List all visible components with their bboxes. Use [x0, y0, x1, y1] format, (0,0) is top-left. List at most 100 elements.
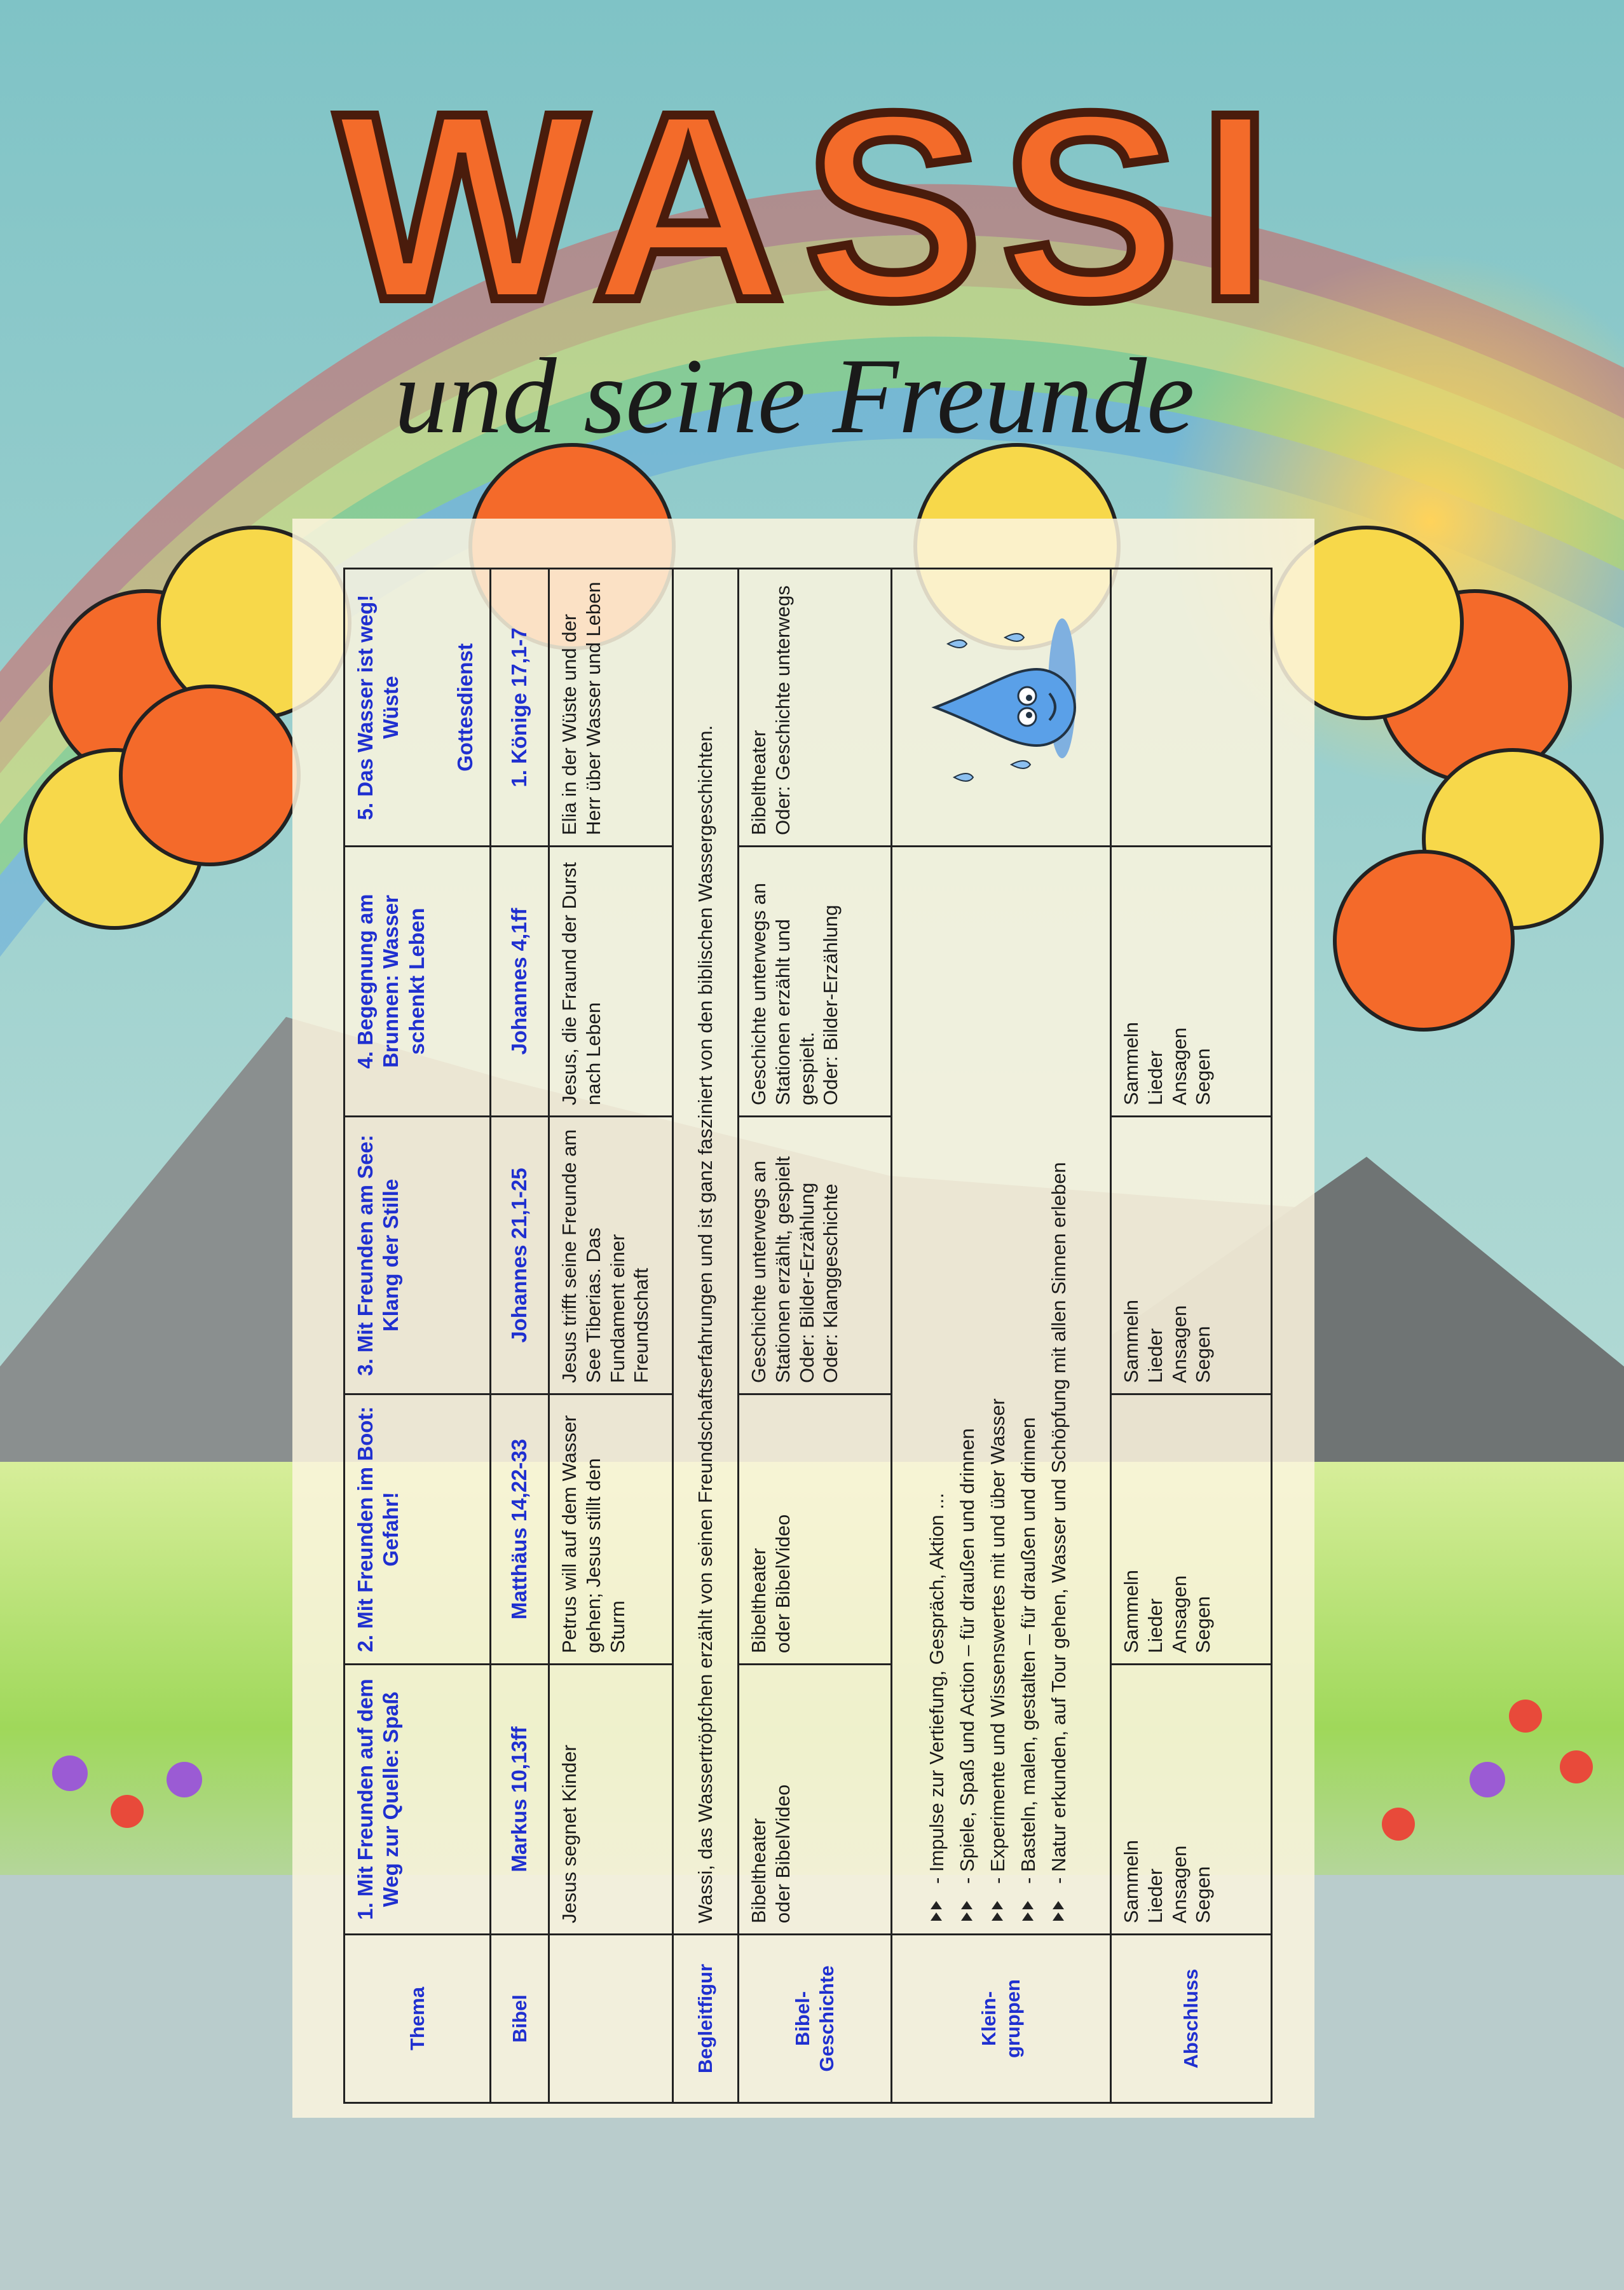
list-text: - Basteln, malen, gestalten – für drauße… [1016, 1417, 1039, 1884]
bible-ref: Johannes 21,1-25 [507, 1168, 531, 1343]
row-label-text: Bibel [508, 1994, 531, 2043]
row-label-text: Abschluss [1180, 1968, 1203, 2069]
closing-line: Segen [1192, 1048, 1215, 1105]
table-row: Bibel-Geschichte Bibeltheater oder BibelVi… [738, 568, 892, 2103]
closing-line: Lieder [1143, 1598, 1166, 1653]
empty-cell [1110, 568, 1272, 847]
arrow-icon [1052, 1912, 1064, 1921]
story-line: Geschichte unterwegs an Stationen erzähl… [747, 1156, 794, 1383]
closing-line: Ansagen [1168, 1027, 1191, 1105]
story-cell: Bibeltheater oder BibelVideo [738, 1394, 892, 1665]
story-line: Oder: Geschichte unterwegs [771, 585, 794, 835]
list-item: - Spiele, Spaß und Action – für draußen … [955, 857, 979, 1923]
story-line: oder BibelVideo [771, 1514, 794, 1653]
closing-line: Ansagen [1168, 1845, 1191, 1923]
story-line: Oder: Bilder-Erzählung [795, 1182, 818, 1383]
theme-cell: 5. Das Wasser ist weg! Wüste Gottesdienst [344, 568, 491, 847]
row-label [549, 1934, 673, 2103]
summary-text: Jesus trifft seine Freunde am See Tiberi… [558, 1129, 653, 1383]
summary-cell: Petrus will auf dem Wasser gehen; Jesus … [549, 1394, 673, 1665]
closing-line: Ansagen [1168, 1305, 1191, 1383]
row-label: Thema [344, 1934, 491, 2103]
story-line: Bibeltheater [747, 1548, 770, 1653]
table-row: Abschluss Sammeln Lieder Ansagen Segen Sammel… [1110, 568, 1272, 2103]
closing-line: Sammeln [1120, 1022, 1142, 1105]
summary-text: Jesus segnet Kinder [558, 1745, 580, 1923]
theme-text: 5. Das Wasser ist weg! Wüste [353, 594, 403, 821]
story-cell: Bibeltheater Oder: Geschichte unterwegs [738, 568, 892, 847]
bible-ref-cell: Johannes 4,1ff [490, 846, 549, 1117]
summary-cell: Jesus segnet Kinder [549, 1664, 673, 1935]
companion-text: Wassi, das Wassertröpfchen erzählt von s… [694, 725, 717, 1923]
companion-cell: Wassi, das Wassertröpfchen erzählt von s… [672, 568, 739, 1935]
bible-ref-cell: Matthäus 14,22-33 [490, 1394, 549, 1665]
bible-ref: 1. Könige 17,1-7 [507, 627, 531, 787]
small-groups-cell: - Impulse zur Vertiefung, Gespräch, Akti… [891, 846, 1111, 1935]
summary-text: Petrus will auf dem Wasser gehen; Jesus … [558, 1415, 629, 1653]
list-text: - Impulse zur Vertiefung, Gespräch, Akti… [925, 1492, 948, 1884]
table-row: Begleitfigur Wassi, das Wassertröpfchen e… [672, 568, 739, 2103]
closing-line: Lieder [1143, 1328, 1166, 1383]
summary-cell: Elia in der Wüste und der Herr über Wass… [549, 568, 673, 847]
theme-cell: 2. Mit Freunden im Boot: Gefahr! [344, 1394, 491, 1665]
table-row: Jesus segnet Kinder Petrus will auf dem W… [549, 568, 673, 2103]
summary-text: Elia in der Wüste und der Herr über Wass… [558, 582, 604, 835]
arrow-icon [961, 1912, 973, 1921]
list-text: - Natur erkunden, auf Tour gehen, Wasser… [1047, 1162, 1070, 1884]
theme-text: 4. Begegnung am Brunnen: Wasser schenkt … [353, 894, 428, 1069]
droplet-cell [891, 568, 1111, 847]
theme-text: 3. Mit Freunden am See: Klang der Stille [353, 1135, 403, 1376]
row-label: Bibel-Geschichte [738, 1934, 892, 2103]
theme-cell: 1. Mit Freunden auf dem Weg zur Quelle: … [344, 1664, 491, 1935]
theme-cell: 4. Begegnung am Brunnen: Wasser schenkt … [344, 846, 491, 1117]
story-line: Bibeltheater [747, 730, 770, 835]
table-row: Thema 1. Mit Freunden auf dem Weg zur Que… [344, 568, 491, 2103]
list-item: - Experimente und Wissenswertes mit und … [986, 857, 1010, 1923]
table-row: Bibel Markus 10,13ff Matthäus 14,22-33 Joha… [490, 568, 549, 2103]
subtitle: und seine Freunde [395, 336, 1195, 456]
closing-line: Sammeln [1120, 1300, 1142, 1383]
closing-line: Sammeln [1120, 1570, 1142, 1653]
list-item: - Impulse zur Vertiefung, Gespräch, Akti… [925, 857, 949, 1923]
row-label-text: Bibel-Geschichte [791, 1965, 838, 2072]
bible-ref: Markus 10,13ff [507, 1726, 531, 1872]
title: WASSI [336, 58, 1292, 356]
theme-note: Gottesdienst [453, 643, 477, 772]
closing-line: Sammeln [1120, 1840, 1142, 1923]
story-cell: Geschichte unterwegs an Stationen erzähl… [738, 1116, 892, 1394]
arrow-icon [931, 1901, 943, 1909]
bible-ref-cell: Johannes 21,1-25 [490, 1116, 549, 1394]
row-label: Klein-gruppen [891, 1934, 1111, 2103]
arrow-icon [1021, 1901, 1034, 1909]
arrow-icon [1052, 1901, 1064, 1909]
closing-cell: Sammeln Lieder Ansagen Segen [1110, 1664, 1272, 1935]
story-line: oder BibelVideo [771, 1784, 794, 1923]
closing-line: Segen [1192, 1326, 1215, 1383]
theme-cell: 3. Mit Freunden am See: Klang der Stille [344, 1116, 491, 1394]
closing-line: Ansagen [1168, 1575, 1191, 1653]
bible-ref-cell: 1. Könige 17,1-7 [490, 568, 549, 847]
summary-cell: Jesus, die Fraund der Durst nach Leben [549, 846, 673, 1117]
closing-line: Segen [1192, 1866, 1215, 1923]
row-label: Bibel [490, 1934, 549, 2103]
arrow-icon [992, 1912, 1004, 1921]
arrow-icon [992, 1901, 1004, 1909]
arrow-icon [931, 1912, 943, 1921]
story-line: Oder: Bilder-Erzählung [819, 904, 842, 1105]
table-row: Klein-gruppen - Impulse zur Vertiefung, G… [891, 568, 1111, 2103]
list-text: - Experimente und Wissenswertes mit und … [986, 1398, 1009, 1884]
closing-cell: Sammeln Lieder Ansagen Segen [1110, 1394, 1272, 1665]
bible-ref-cell: Markus 10,13ff [490, 1664, 549, 1935]
arrow-icon [961, 1901, 973, 1909]
row-label: Begleitfigur [672, 1934, 739, 2103]
list-text: - Spiele, Spaß und Action – für draußen … [956, 1428, 979, 1884]
list-item: - Basteln, malen, gestalten – für drauße… [1016, 857, 1041, 1923]
closing-cell: Sammeln Lieder Ansagen Segen [1110, 846, 1272, 1117]
wassi-droplet [931, 618, 1076, 782]
arrow-icon [1021, 1912, 1034, 1921]
row-label-text: Klein-gruppen [978, 1979, 1024, 2058]
closing-line: Segen [1192, 1596, 1215, 1653]
bible-ref: Matthäus 14,22-33 [507, 1438, 531, 1620]
story-line: Bibeltheater [747, 1818, 770, 1923]
story-cell: Bibeltheater oder BibelVideo [738, 1664, 892, 1935]
